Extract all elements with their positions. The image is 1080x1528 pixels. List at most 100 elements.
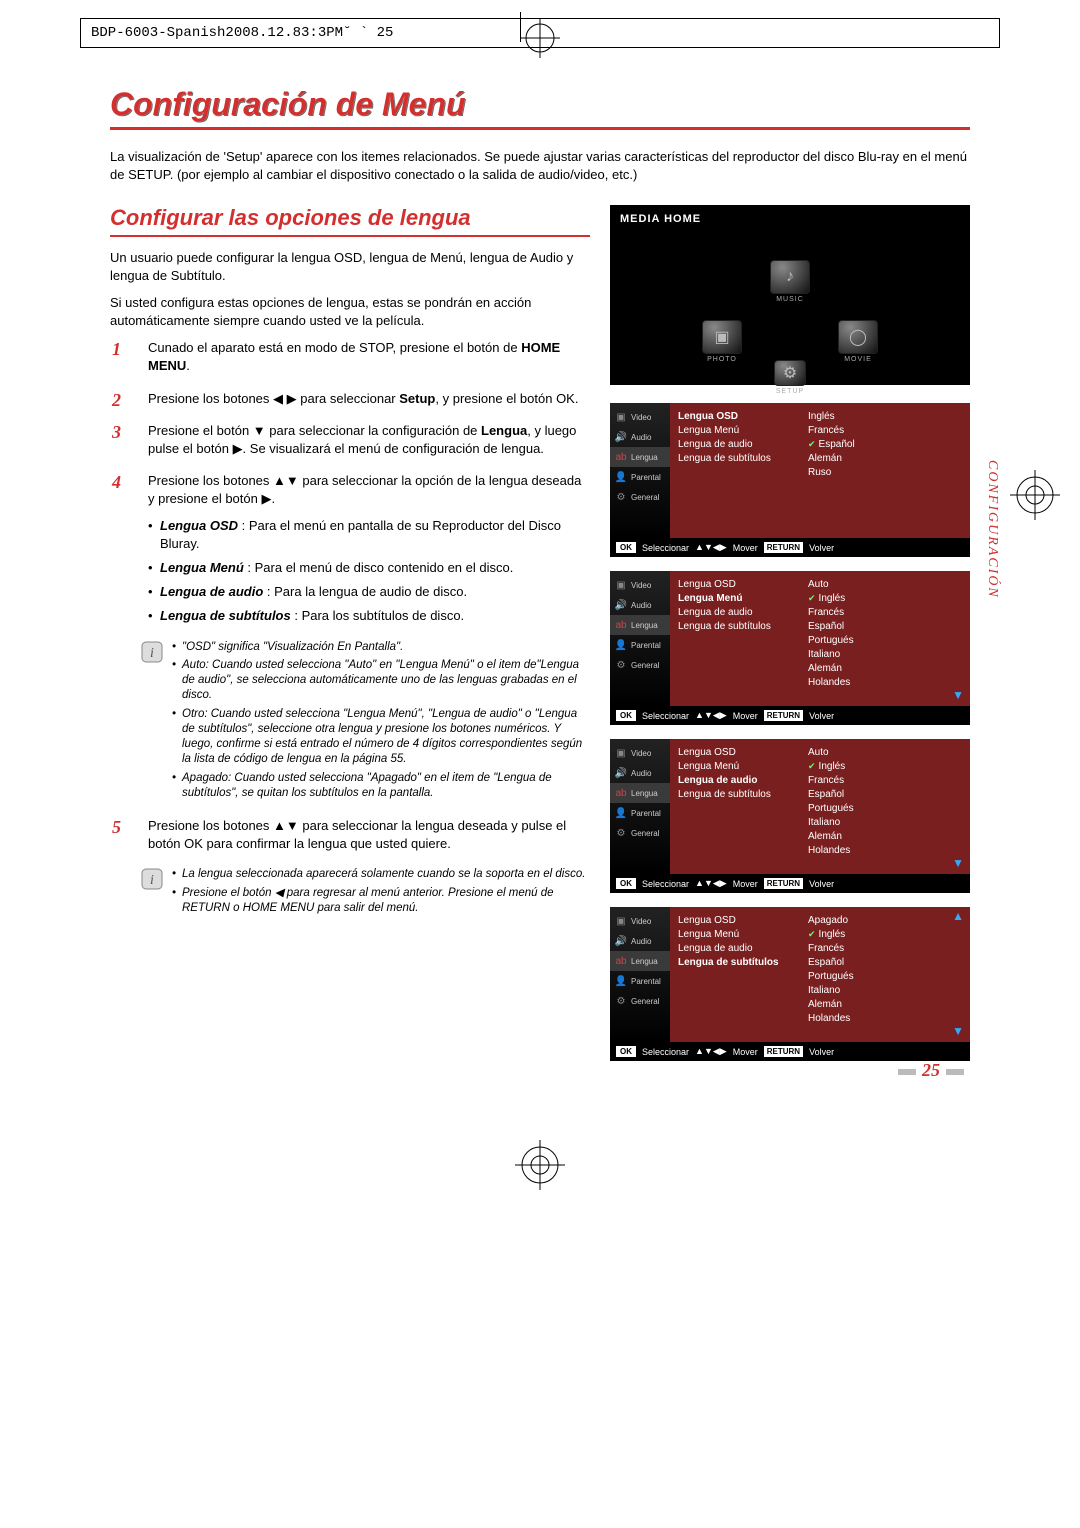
setting-label: Lengua de subtítulos bbox=[678, 955, 798, 969]
sidebar-icon: 🔊 bbox=[614, 430, 628, 444]
note-list: La lengua seleccionada aparecerá solamen… bbox=[172, 867, 590, 920]
photo-icon: ▣PHOTO bbox=[702, 320, 742, 363]
option-item: Holandes bbox=[808, 1011, 962, 1025]
register-mark-center bbox=[515, 1140, 565, 1190]
option-item: Inglés bbox=[808, 409, 962, 423]
bullet-menu: Lengua Menú : Para el menú de disco cont… bbox=[148, 559, 590, 577]
setup-sidebar: ▣Video🔊AudioabLengua👤Parental⚙General bbox=[610, 739, 670, 874]
setup-options-col: ApagadoInglésFrancésEspañolPortuguésItal… bbox=[808, 913, 962, 1036]
sidebar-icon: 🔊 bbox=[614, 598, 628, 612]
option-item: Holandes bbox=[808, 675, 962, 689]
sidebar-item-video: ▣Video bbox=[610, 407, 670, 427]
info-icon: i bbox=[140, 640, 164, 805]
icon-label: SETUP bbox=[774, 388, 806, 395]
svg-text:i: i bbox=[150, 873, 154, 888]
media-home-panel: MEDIA HOME . ♪MUSIC . ▣PHOTO . ◯MOVIE ⚙S… bbox=[610, 205, 970, 385]
sidebar-icon: ▣ bbox=[614, 914, 628, 928]
sidebar-item-general: ⚙General bbox=[610, 991, 670, 1011]
hint-text: Mover bbox=[733, 1047, 758, 1057]
option-item: Español bbox=[808, 787, 962, 801]
hint-text: Volver bbox=[809, 879, 834, 889]
option-item: Auto bbox=[808, 745, 962, 759]
side-tab-label: CONFIGURACIÓN bbox=[984, 460, 1000, 599]
option-item: Español bbox=[808, 619, 962, 633]
setup-sidebar: ▣Video🔊AudioabLengua👤Parental⚙General bbox=[610, 403, 670, 538]
option-item: Francés bbox=[808, 605, 962, 619]
step-text: , y presione el botón OK. bbox=[435, 391, 578, 406]
sidebar-icon: ▣ bbox=[614, 578, 628, 592]
note-block-2: i La lengua seleccionada aparecerá solam… bbox=[140, 867, 590, 920]
setting-label: Lengua Menú bbox=[678, 759, 798, 773]
icon-glyph: ♪ bbox=[770, 260, 810, 294]
crop-mark-top bbox=[520, 18, 560, 58]
sidebar-icon: 👤 bbox=[614, 974, 628, 988]
setup-labels-col: Lengua OSDLengua MenúLengua de audioLeng… bbox=[678, 745, 798, 868]
option-item: Portugués bbox=[808, 969, 962, 983]
sidebar-icon: ab bbox=[614, 450, 628, 464]
setup-main: Lengua OSDLengua MenúLengua de audioLeng… bbox=[670, 403, 970, 538]
option-item: Auto bbox=[808, 577, 962, 591]
step-bold: Setup bbox=[399, 391, 435, 406]
hint-arrows: ▲▼◀▶ bbox=[695, 710, 727, 721]
hint-text: Volver bbox=[809, 543, 834, 553]
icon-glyph: ◯ bbox=[838, 320, 878, 354]
option-item: Alemán bbox=[808, 997, 962, 1011]
sidebar-icon: ⚙ bbox=[614, 658, 628, 672]
setup-panel: ▣Video🔊AudioabLengua👤Parental⚙GeneralLen… bbox=[610, 403, 970, 557]
setting-label: Lengua OSD bbox=[678, 913, 798, 927]
step-3: 3 Presione el botón ▼ para seleccionar l… bbox=[140, 422, 590, 458]
bullet-text: : Para los subtítulos de disco. bbox=[291, 608, 464, 623]
note-item: Otro: Cuando usted selecciona "Lengua Me… bbox=[172, 707, 590, 767]
setup-icon: ⚙SETUP bbox=[774, 360, 806, 395]
option-item: Ruso bbox=[808, 465, 962, 479]
sidebar-label: General bbox=[631, 493, 659, 502]
bullet-audio: Lengua de audio : Para la lengua de audi… bbox=[148, 583, 590, 601]
option-item: Alemán bbox=[808, 451, 962, 465]
sidebar-item-general: ⚙General bbox=[610, 655, 670, 675]
setup-options-col: InglésFrancésEspañolAlemánRuso bbox=[808, 409, 962, 532]
return-badge: RETURN bbox=[764, 710, 803, 721]
option-item: Portugués bbox=[808, 801, 962, 815]
option-item: Inglés bbox=[808, 927, 962, 941]
setting-label: Lengua de audio bbox=[678, 773, 798, 787]
sidebar-item-video: ▣Video bbox=[610, 911, 670, 931]
content-area: Configuración de Menú La visualización d… bbox=[110, 80, 970, 1075]
sidebar-icon: ▣ bbox=[614, 410, 628, 424]
setup-hint-bar: OKSeleccionar▲▼◀▶MoverRETURNVolver bbox=[610, 706, 970, 725]
bullet-sub: Lengua de subtítulos : Para los subtítul… bbox=[148, 607, 590, 625]
music-icon: ♪MUSIC bbox=[770, 260, 810, 303]
setup-panels-host: ▣Video🔊AudioabLengua👤Parental⚙GeneralLen… bbox=[610, 403, 970, 1061]
hint-text: Volver bbox=[809, 711, 834, 721]
sidebar-item-general: ⚙General bbox=[610, 487, 670, 507]
note-item: La lengua seleccionada aparecerá solamen… bbox=[172, 867, 590, 882]
option-item: Francés bbox=[808, 773, 962, 787]
step-text: Presione el botón ▼ para seleccionar la … bbox=[148, 423, 481, 438]
setup-options-col: AutoInglésFrancésEspañolPortuguésItalian… bbox=[808, 577, 962, 700]
sidebar-label: Parental bbox=[631, 473, 661, 482]
hint-arrows: ▲▼◀▶ bbox=[695, 542, 727, 553]
left-column: Configurar las opciones de lengua Un usu… bbox=[110, 205, 590, 1075]
scroll-up-icon: ▲ bbox=[952, 909, 964, 923]
sidebar-label: Lengua bbox=[631, 453, 658, 462]
hint-text: Seleccionar bbox=[642, 543, 689, 553]
step-text: Cunado el aparato está en modo de STOP, … bbox=[148, 340, 521, 355]
setup-options-col: AutoInglésFrancésEspañolPortuguésItalian… bbox=[808, 745, 962, 868]
sidebar-icon: ⚙ bbox=[614, 490, 628, 504]
hint-text: Seleccionar bbox=[642, 711, 689, 721]
sidebar-label: Audio bbox=[631, 433, 651, 442]
hint-text: Mover bbox=[733, 711, 758, 721]
bullet-text: : Para la lengua de audio de disco. bbox=[263, 584, 467, 599]
bullet-osd: Lengua OSD : Para el menú en pantalla de… bbox=[148, 517, 590, 553]
step-5: 5 Presione los botones ▲▼ para seleccion… bbox=[140, 817, 590, 853]
setup-panel: ▣Video🔊AudioabLengua👤Parental⚙GeneralLen… bbox=[610, 907, 970, 1061]
sidebar-icon: 👤 bbox=[614, 806, 628, 820]
sidebar-item-parental: 👤Parental bbox=[610, 467, 670, 487]
return-badge: RETURN bbox=[764, 878, 803, 889]
setting-label: Lengua de subtítulos bbox=[678, 787, 798, 801]
sidebar-item-general: ⚙General bbox=[610, 823, 670, 843]
note-list: "OSD" significa "Visualización En Pantal… bbox=[172, 640, 590, 805]
steps-list: 1 Cunado el aparato está en modo de STOP… bbox=[140, 339, 590, 625]
option-item: Alemán bbox=[808, 661, 962, 675]
hint-arrows: ▲▼◀▶ bbox=[695, 1046, 727, 1057]
setup-labels-col: Lengua OSDLengua MenúLengua de audioLeng… bbox=[678, 577, 798, 700]
